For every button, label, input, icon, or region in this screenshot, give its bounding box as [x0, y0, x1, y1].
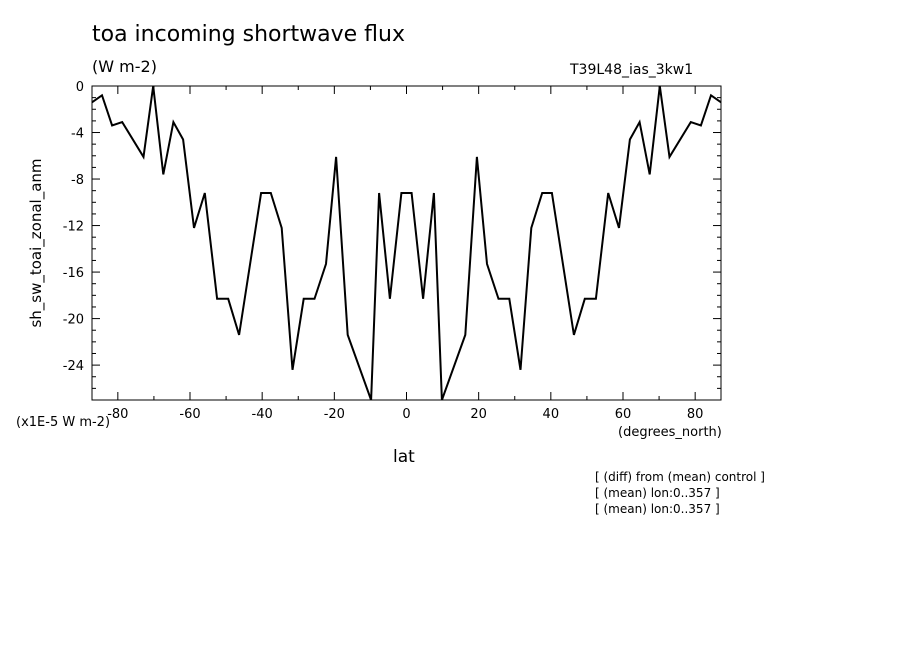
y-tick-label: -24 [63, 359, 84, 374]
x-tick-label: 40 [543, 407, 560, 422]
processing-note: [ (mean) lon:0..357 ] [595, 486, 720, 500]
chart-units: (W m-2) [92, 57, 157, 76]
y-scale-note: (x1E-5 W m-2) [16, 415, 111, 430]
processing-note: [ (mean) lon:0..357 ] [595, 502, 720, 516]
x-tick-label: 20 [470, 407, 487, 422]
y-tick-label: 0 [76, 80, 84, 95]
series-line [91, 85, 722, 401]
y-tick-label: -16 [63, 266, 84, 281]
run-label: T39L48_ias_3kw1 [570, 62, 694, 78]
x-axis-units: (degrees_north) [618, 425, 722, 440]
x-tick-label: 60 [615, 407, 632, 422]
plot-frame [91, 85, 722, 401]
x-tick-label: -60 [179, 407, 200, 422]
chart-title: toa incoming shortwave flux [92, 22, 405, 47]
y-tick-label: -20 [63, 313, 84, 328]
x-tick-label: 80 [687, 407, 704, 422]
y-tick-label: -4 [71, 127, 84, 142]
y-tick-label: -12 [63, 220, 84, 235]
x-tick-label: 0 [402, 407, 410, 422]
x-tick-label: -80 [107, 407, 128, 422]
x-axis-label: lat [393, 447, 415, 467]
y-tick-label: -8 [71, 173, 84, 188]
x-tick-label: -40 [252, 407, 273, 422]
processing-note: [ (diff) from (mean) control ] [595, 470, 765, 484]
x-tick-label: -20 [324, 407, 345, 422]
